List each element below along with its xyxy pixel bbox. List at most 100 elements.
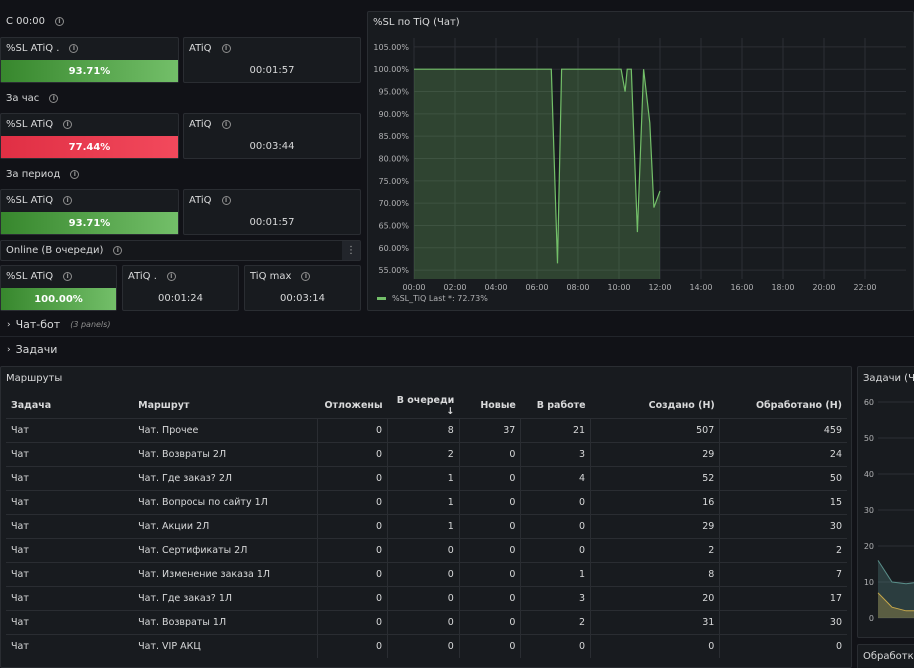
x-tick-label: 12:00 — [648, 283, 671, 292]
online-atiq-panel[interactable]: ATiQ . i 00:01:24 — [122, 265, 239, 311]
table-cell: Чат — [6, 633, 134, 658]
x-tick-label: 02:00 — [443, 283, 466, 292]
online-tiqmax-panel[interactable]: TiQ max i 00:03:14 — [244, 265, 361, 311]
online-row-header[interactable]: Online (В очереди) i ⋮ — [0, 240, 361, 261]
table-cell: Чат. Изменение заказа 1Л — [133, 561, 318, 586]
table-cell: 0 — [520, 537, 591, 562]
table-cell: 0 — [317, 633, 388, 658]
table-cell: 0 — [387, 633, 460, 658]
table-cell: 0 — [520, 513, 591, 538]
info-icon[interactable]: i — [54, 17, 64, 26]
table-cell: 0 — [520, 489, 591, 514]
table-row[interactable]: Чат Чат. VIP АКЦ 0 0 0 0 0 0 — [6, 633, 847, 658]
x-tick-label: 00:00 — [402, 283, 425, 292]
column-header[interactable]: Создано (Н) — [648, 400, 715, 412]
online-sl-panel[interactable]: %SL ATiQ i 100.00% — [0, 265, 117, 311]
info-icon[interactable]: i — [49, 94, 59, 103]
table-row[interactable]: Чат Чат. Возвраты 2Л 0 2 0 3 29 24 — [6, 441, 847, 466]
table-cell: Чат — [6, 417, 134, 442]
column-header[interactable]: Обработано (Н) — [755, 400, 842, 412]
info-icon[interactable]: i — [63, 272, 73, 281]
info-icon[interactable]: i — [63, 196, 73, 205]
column-header[interactable]: В очереди ↓ — [396, 394, 455, 417]
table-cell: 0 — [387, 561, 460, 586]
routes-table: Задача Маршрут Отложены В очереди ↓ Новые В р… — [6, 394, 847, 658]
section-title-since-midnight: С 00:00 i — [6, 16, 64, 27]
x-tick-label: 22:00 — [853, 283, 876, 292]
sl-value: 93.71% — [1, 212, 178, 234]
table-cell: 3 — [520, 441, 591, 466]
info-icon[interactable]: i — [221, 196, 231, 205]
info-icon[interactable]: i — [63, 120, 73, 129]
info-icon[interactable]: i — [221, 120, 231, 129]
row-chatbot[interactable]: › Чат-бот (3 panels) — [7, 318, 110, 331]
info-icon[interactable]: i — [221, 44, 231, 53]
table-cell: Чат. Возвраты 1Л — [133, 609, 318, 634]
sl-chart[interactable]: 55.00% 60.00% 65.00% 70.00% 75.00% 80.00% 85.0… — [368, 12, 914, 312]
row-tasks[interactable]: › Задачи — [7, 343, 57, 356]
table-row[interactable]: Чат Чат. Сертификаты 2Л 0 0 0 0 2 2 — [6, 537, 847, 562]
chart-legend[interactable]: %SL_TiQ Last *: 72.73% — [377, 294, 488, 303]
table-cell: Чат — [6, 585, 134, 610]
info-icon[interactable]: i — [301, 272, 311, 281]
table-cell: 7 — [719, 561, 847, 586]
table-cell: 20 — [590, 585, 720, 610]
routes-panel[interactable]: Маршруты Задача Маршрут Отложены В очереди … — [0, 366, 852, 668]
y-tick-label: 30 — [864, 506, 874, 515]
table-cell: 0 — [387, 609, 460, 634]
table-cell: 0 — [317, 489, 388, 514]
table-cell: 0 — [317, 609, 388, 634]
table-cell: 0 — [458, 585, 521, 610]
tasks-chart[interactable]: 0 10 20 30 40 50 60 — [858, 367, 914, 639]
table-row[interactable]: Чат Чат. Возвраты 1Л 0 0 0 2 31 30 — [6, 609, 847, 634]
table-row[interactable]: Чат Чат. Вопросы по сайту 1Л 0 1 0 0 16 15 — [6, 489, 847, 514]
sl-atiq-panel-1[interactable]: %SL ATiQ . i 93.71% — [0, 37, 179, 83]
info-icon[interactable]: i — [166, 272, 176, 281]
info-icon[interactable]: i — [69, 44, 79, 53]
table-row[interactable]: Чат Чат. Изменение заказа 1Л 0 0 0 1 8 7 — [6, 561, 847, 586]
series-line — [877, 592, 914, 612]
sl-atiq-panel-3[interactable]: %SL ATiQ i 93.71% — [0, 189, 179, 235]
atiq-panel-2[interactable]: ATiQ i 00:03:44 — [183, 113, 361, 159]
column-header[interactable]: В работе — [536, 400, 586, 412]
y-tick-label: 55.00% — [378, 266, 409, 275]
table-cell: 0 — [458, 537, 521, 562]
table-row[interactable]: Чат Чат. Где заказ? 1Л 0 0 0 3 20 17 — [6, 585, 847, 610]
sl-chart-panel[interactable]: %SL по TiQ (Чат) 55.00% 60.00% 65.00% 70.00… — [367, 11, 914, 311]
menu-icon[interactable]: ⋮ — [342, 241, 360, 260]
info-icon[interactable]: i — [70, 170, 80, 179]
table-cell: Чат. Прочее — [133, 417, 318, 442]
table-cell: 3 — [520, 585, 591, 610]
processed-panel[interactable]: Обработка — [857, 644, 914, 668]
table-cell: Чат — [6, 537, 134, 562]
table-cell: 0 — [317, 537, 388, 562]
column-header[interactable]: Задача — [11, 400, 52, 412]
legend-swatch — [377, 297, 386, 300]
table-cell: 29 — [590, 441, 720, 466]
table-cell: 4 — [520, 465, 591, 490]
x-tick-label: 20:00 — [812, 283, 835, 292]
series-area — [878, 592, 914, 618]
table-cell: 0 — [458, 513, 521, 538]
x-tick-label: 04:00 — [484, 283, 507, 292]
info-icon[interactable]: i — [113, 246, 123, 255]
table-body: Чат Чат. Прочее 0 8 37 21 507 459 Чат Чат. Возвра… — [6, 417, 847, 658]
table-row[interactable]: Чат Чат. Где заказ? 2Л 0 1 0 4 52 50 — [6, 465, 847, 490]
column-header[interactable]: Новые — [480, 400, 516, 412]
table-row[interactable]: Чат Чат. Акции 2Л 0 1 0 0 29 30 — [6, 513, 847, 538]
x-tick-label: 10:00 — [607, 283, 630, 292]
column-header[interactable]: Маршрут — [138, 400, 190, 412]
y-tick-label: 10 — [864, 578, 874, 587]
section-label: С 00:00 — [6, 16, 45, 27]
y-tick-label: 60.00% — [378, 244, 409, 253]
column-header[interactable]: Отложены — [324, 400, 383, 412]
atiq-panel-1[interactable]: ATiQ i 00:01:57 — [183, 37, 361, 83]
table-cell: Чат. Вопросы по сайту 1Л — [133, 489, 318, 514]
atiq-panel-3[interactable]: ATiQ i 00:01:57 — [183, 189, 361, 235]
sl-atiq-panel-2[interactable]: %SL ATiQ i 77.44% — [0, 113, 179, 159]
tasks-chart-panel[interactable]: Задачи (Ча 0 10 20 30 40 50 60 — [857, 366, 914, 638]
atiq-value: 00:03:44 — [249, 141, 295, 152]
table-row[interactable]: Чат Чат. Прочее 0 8 37 21 507 459 — [6, 417, 847, 442]
table-cell: 0 — [458, 465, 521, 490]
table-cell: 24 — [719, 441, 847, 466]
